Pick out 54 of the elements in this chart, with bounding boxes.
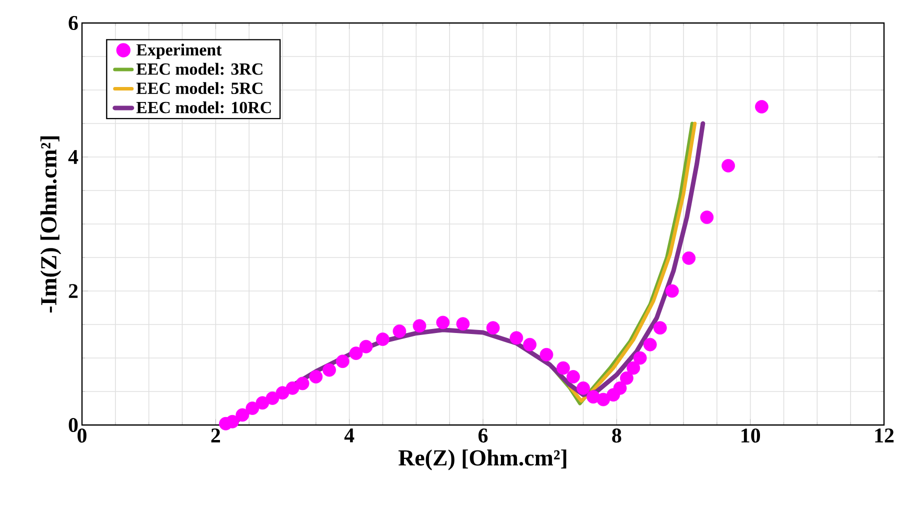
point bbox=[276, 386, 290, 400]
point bbox=[376, 332, 390, 346]
x-axis-title: Re(Z) [Ohm.cm²] bbox=[398, 449, 566, 470]
point bbox=[665, 284, 679, 298]
point bbox=[633, 351, 647, 365]
point bbox=[523, 338, 536, 352]
x-tick-label: 2 bbox=[211, 428, 220, 442]
point bbox=[309, 370, 323, 384]
point bbox=[412, 319, 426, 333]
point bbox=[392, 324, 406, 338]
point bbox=[456, 317, 470, 331]
line-series bbox=[568, 122, 697, 403]
x-tick-label: 8 bbox=[612, 428, 622, 443]
point bbox=[256, 396, 270, 410]
point bbox=[286, 381, 300, 395]
point bbox=[755, 100, 768, 114]
y-tick-label: 2 bbox=[68, 284, 78, 298]
y-tick-label: 4 bbox=[68, 150, 78, 164]
point bbox=[540, 348, 554, 362]
point bbox=[246, 402, 260, 415]
point bbox=[510, 331, 524, 345]
point bbox=[682, 251, 696, 265]
legend-label: EEC model: 5RC bbox=[136, 82, 262, 94]
x-tick-label: 12 bbox=[875, 428, 894, 442]
point bbox=[722, 159, 735, 172]
point bbox=[486, 321, 500, 335]
point bbox=[296, 376, 310, 390]
point bbox=[336, 354, 350, 368]
point bbox=[359, 340, 373, 354]
point bbox=[700, 210, 714, 224]
point bbox=[653, 321, 667, 335]
legend-label: EEC model: 3RC bbox=[136, 62, 262, 75]
point bbox=[226, 414, 240, 428]
x-tick-label: 10 bbox=[742, 428, 760, 443]
point bbox=[626, 361, 640, 375]
y-tick-label: 6 bbox=[68, 16, 78, 30]
point bbox=[620, 371, 634, 385]
point bbox=[643, 338, 657, 352]
legend-label: EEC model: 10RC bbox=[136, 101, 271, 114]
point bbox=[596, 392, 610, 406]
point bbox=[236, 408, 250, 422]
point bbox=[613, 381, 627, 395]
point bbox=[266, 392, 280, 405]
point bbox=[349, 346, 363, 360]
legend-label: Experiment bbox=[136, 44, 222, 60]
x-tick-label: 4 bbox=[344, 428, 354, 442]
point bbox=[556, 361, 570, 375]
point bbox=[576, 381, 590, 395]
point bbox=[436, 316, 450, 330]
x-tick-label: 6 bbox=[478, 428, 488, 443]
point bbox=[322, 363, 336, 377]
y-axis-title: -Im(Z) [Ohm.cm²] bbox=[40, 136, 62, 312]
y-tick-label: 0 bbox=[68, 418, 78, 432]
point bbox=[566, 370, 580, 384]
